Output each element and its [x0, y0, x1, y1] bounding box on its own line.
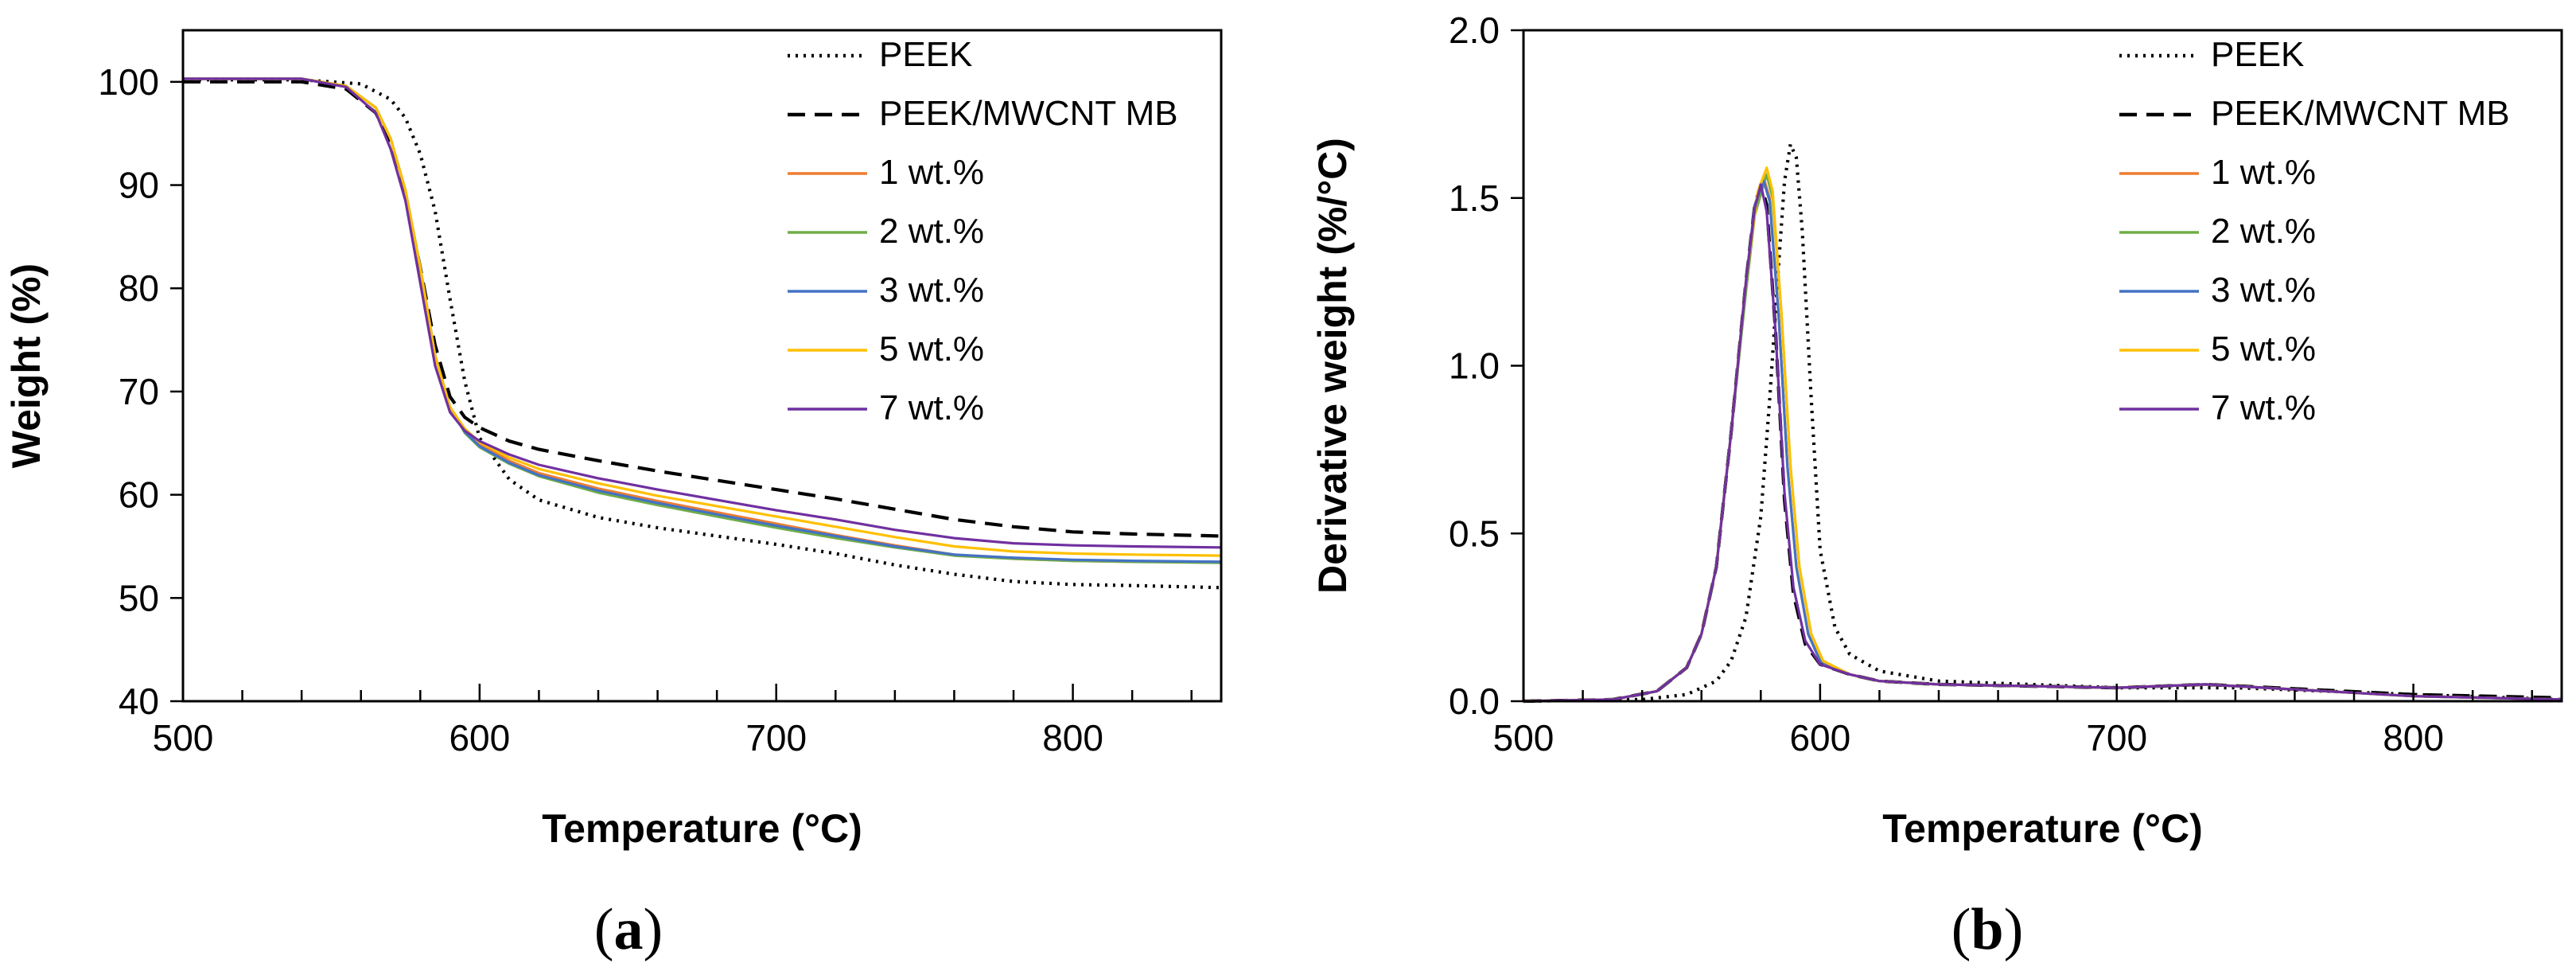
weight-chart-x-tick-label: 700 [745, 717, 807, 759]
weight-chart-legend-label: 5 wt.% [879, 330, 984, 369]
derivative-weight-chart-y-tick-label: 0.5 [1449, 513, 1500, 554]
derivative-weight-chart-panel-label: (b) [1951, 897, 2023, 962]
derivative-weight-chart-y-tick-label: 2.0 [1449, 10, 1500, 51]
derivative-weight-chart-x-tick-label: 800 [2383, 717, 2444, 759]
weight-chart-series-line-7 [183, 77, 1222, 549]
derivative-weight-chart-legend: PEEK PEEK/MWCNT MB 1 wt.% 2 wt.% 3 wt.% 5 wt.… [2119, 35, 2510, 427]
derivative-weight-chart-legend-label: PEEK [2211, 35, 2304, 74]
weight-chart-x-axis-title: Temperature (°C) [542, 806, 862, 851]
weight-chart-legend: PEEK PEEK/MWCNT MB 1 wt.% 2 wt.% 3 wt.% 5 wt.… [788, 35, 1178, 427]
derivative-weight-chart-x-tick-label: 700 [2086, 717, 2147, 759]
derivative-weight-chart-y-axis-title: Derivative weight (%/°C) [1310, 138, 1355, 594]
derivative-weight-chart-legend-label: PEEK/MWCNT MB [2211, 94, 2510, 133]
derivative-weight-chart-legend-label: 2 wt.% [2211, 212, 2316, 251]
weight-chart-y-tick-label: 100 [98, 61, 159, 103]
derivative-weight-chart-series-line-7 [1523, 183, 2562, 703]
derivative-weight-chart-panel: 500 600 700 800 0.0 0.5 1.0 1.5 2.0 Temperature… [1310, 10, 2563, 962]
weight-chart-panel-label: (a) [594, 897, 663, 962]
derivative-weight-chart-x-tick-label: 500 [1493, 717, 1555, 759]
derivative-weight-chart-series-line-1 [1523, 142, 2562, 704]
weight-chart-y-tick-label: 90 [119, 165, 159, 206]
weight-chart-x-tick-label: 800 [1042, 717, 1103, 759]
weight-chart-plot-area [181, 29, 1223, 703]
weight-chart-panel: 500 600 700 800 40 50 60 70 80 90 100 Temperature… [4, 29, 1223, 962]
derivative-weight-chart-x-tick-label: 600 [1789, 717, 1850, 759]
weight-chart-x-tick-label: 600 [449, 717, 510, 759]
derivative-weight-chart-y-axis: 0.0 0.5 1.0 1.5 2.0 [1449, 10, 1523, 722]
weight-chart-x-tick-label: 500 [153, 717, 214, 759]
derivative-weight-chart-y-tick-label: 0.0 [1449, 681, 1500, 722]
weight-chart-legend-label: 7 wt.% [879, 388, 984, 427]
derivative-weight-chart-y-tick-label: 1.0 [1449, 345, 1500, 387]
derivative-weight-chart-x-axis: 500 600 700 800 [1493, 684, 2533, 759]
weight-chart-x-axis: 500 600 700 800 [153, 684, 1193, 759]
derivative-weight-chart-legend-label: 3 wt.% [2211, 271, 2316, 310]
weight-chart-y-tick-label: 40 [119, 681, 159, 722]
weight-chart-lines [183, 77, 1222, 590]
weight-chart-legend-label: PEEK/MWCNT MB [879, 94, 1178, 133]
weight-chart-legend-label: 3 wt.% [879, 271, 984, 310]
derivative-weight-chart-legend-label: 1 wt.% [2211, 153, 2316, 192]
weight-chart-series-line-2 [183, 80, 1222, 538]
derivative-weight-chart-legend-label: 7 wt.% [2211, 388, 2316, 427]
weight-chart-y-axis: 40 50 60 70 80 90 100 [98, 61, 183, 722]
weight-chart-y-tick-label: 80 [119, 267, 159, 309]
weight-chart-legend-label: 1 wt.% [879, 153, 984, 192]
derivative-weight-chart-legend-label: 5 wt.% [2211, 330, 2316, 369]
weight-chart-legend-label: 2 wt.% [879, 212, 984, 251]
derivative-weight-chart-x-axis-title: Temperature (°C) [1882, 806, 2202, 851]
weight-chart-y-tick-label: 50 [119, 577, 159, 618]
weight-chart-series-line-6 [183, 77, 1222, 557]
weight-chart-y-axis-title: Weight (%) [4, 263, 49, 468]
weight-chart-y-tick-label: 60 [119, 474, 159, 516]
weight-chart-y-tick-label: 70 [119, 371, 159, 412]
derivative-weight-chart-y-tick-label: 1.5 [1449, 177, 1500, 219]
weight-chart-legend-label: PEEK [879, 35, 972, 74]
derivative-weight-chart-lines [1523, 142, 2562, 704]
